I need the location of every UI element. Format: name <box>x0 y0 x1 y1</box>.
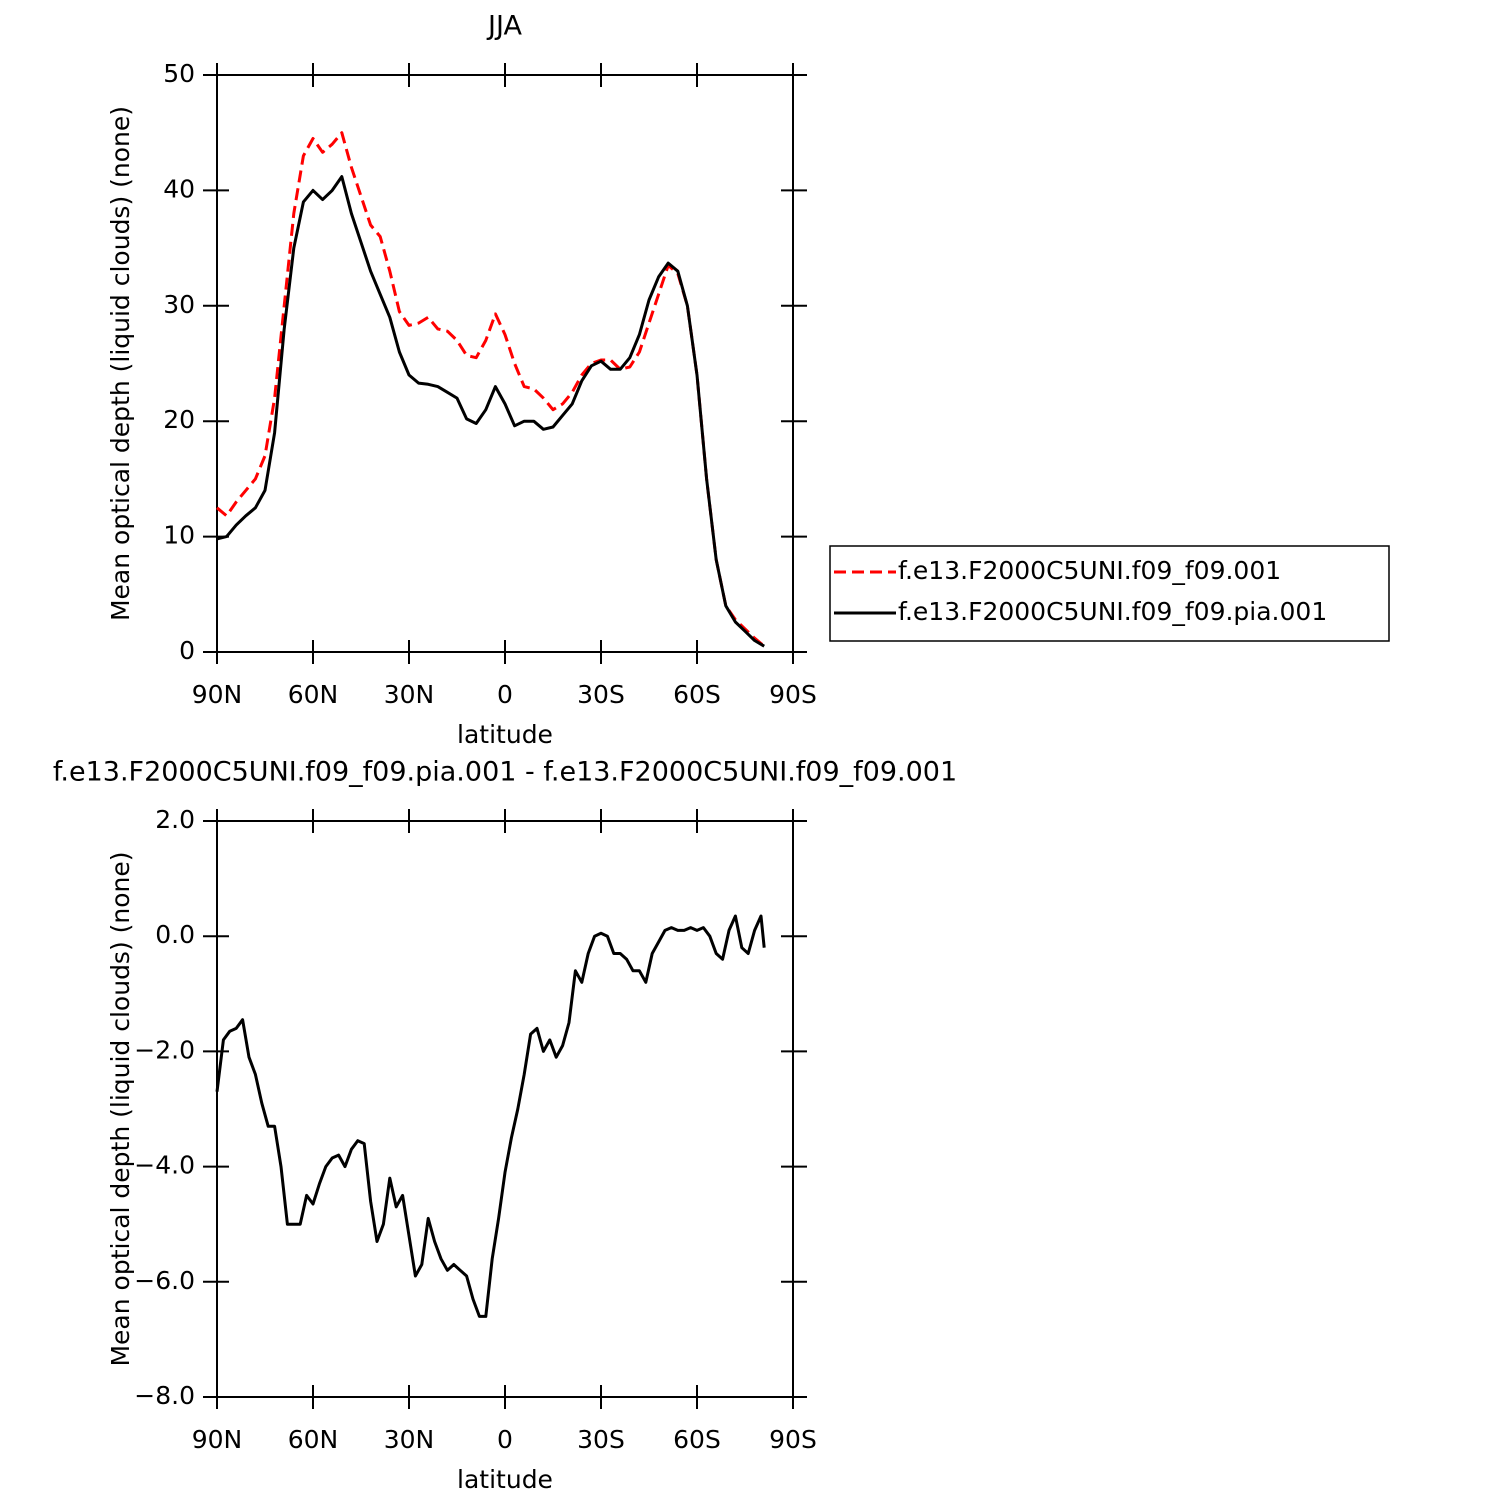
y-tick-label: 20 <box>163 405 195 434</box>
x-tick-label: 60S <box>673 680 721 709</box>
x-tick-label: 0 <box>497 680 513 709</box>
data-line <box>216 175 765 648</box>
x-tick-label: 0 <box>497 1425 513 1454</box>
y-tick-label: 40 <box>163 174 195 203</box>
chart-title: JJA <box>486 11 522 42</box>
x-tick-label: 30N <box>384 680 435 709</box>
x-tick-label: 30S <box>577 680 625 709</box>
data-line <box>216 131 766 648</box>
x-tick-label: 60S <box>673 1425 721 1454</box>
x-axis-label: latitude <box>457 720 553 749</box>
y-tick-label: 50 <box>163 59 195 88</box>
y-tick-label: −8.0 <box>134 1381 195 1410</box>
y-tick-label: −4.0 <box>134 1151 195 1180</box>
x-tick-label: 90N <box>192 680 243 709</box>
x-tick-label: 30N <box>384 1425 435 1454</box>
chart-title: f.e13.F2000C5UNI.f09_f09.pia.001 - f.e13… <box>53 757 957 788</box>
x-tick-label: 60N <box>288 1425 339 1454</box>
x-tick-label: 60N <box>288 680 339 709</box>
x-tick-label: 90S <box>769 680 817 709</box>
legend-label: f.e13.F2000C5UNI.f09_f09.pia.001 <box>898 597 1327 626</box>
y-tick-label: 0.0 <box>155 920 195 949</box>
y-tick-label: 0 <box>179 636 195 665</box>
y-axis-label: Mean optical depth (liquid clouds) (none… <box>106 851 135 1366</box>
plot-frame <box>216 820 794 1398</box>
y-tick-label: 30 <box>163 290 195 319</box>
data-line <box>215 914 766 1318</box>
legend-box <box>829 545 1390 642</box>
y-tick-label: 10 <box>163 521 195 550</box>
y-tick-label: −2.0 <box>134 1035 195 1064</box>
x-tick-label: 90S <box>769 1425 817 1454</box>
x-tick-label: 90N <box>192 1425 243 1454</box>
x-tick-label: 30S <box>577 1425 625 1454</box>
plot-frame <box>216 74 794 653</box>
x-axis-label: latitude <box>457 1465 553 1494</box>
y-tick-label: 2.0 <box>155 805 195 834</box>
legend-label: f.e13.F2000C5UNI.f09_f09.001 <box>898 556 1281 585</box>
y-axis-label: Mean optical depth (liquid clouds) (none… <box>106 106 135 621</box>
y-tick-label: −6.0 <box>134 1266 195 1295</box>
